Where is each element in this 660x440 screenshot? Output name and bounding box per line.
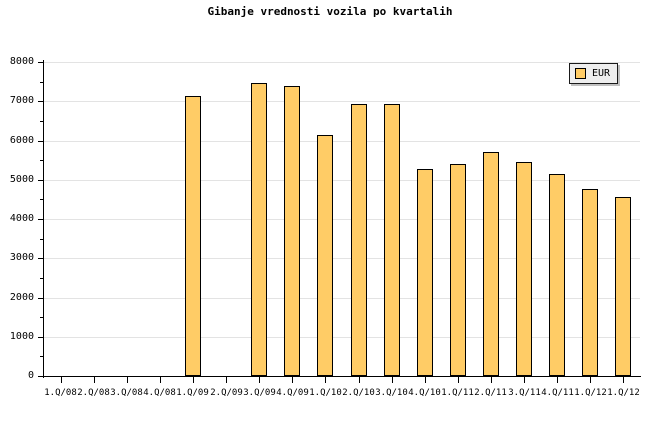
chart-title: Gibanje vrednosti vozila po kvartalih bbox=[207, 5, 453, 18]
x-axis-line bbox=[43, 376, 641, 377]
y-tick-major bbox=[38, 337, 44, 338]
y-tick-minor bbox=[40, 356, 44, 357]
y-tick-major bbox=[38, 298, 44, 299]
y-axis-label: 7000 bbox=[9, 95, 34, 106]
x-tick bbox=[325, 377, 326, 383]
y-tick-minor bbox=[40, 121, 44, 122]
x-tick bbox=[524, 377, 525, 383]
bar[interactable] bbox=[284, 86, 300, 376]
y-tick-minor bbox=[40, 82, 44, 83]
bar[interactable] bbox=[549, 174, 565, 376]
y-axis-label: 1000 bbox=[9, 331, 34, 342]
legend[interactable]: EUR bbox=[569, 63, 619, 84]
x-axis-label: 2.Q/08 bbox=[77, 388, 110, 398]
gridline bbox=[44, 337, 640, 338]
y-tick-major bbox=[38, 62, 44, 63]
x-axis-label: 1.Q/12 bbox=[574, 388, 607, 398]
bar[interactable] bbox=[417, 169, 433, 376]
y-tick-minor bbox=[40, 239, 44, 240]
y-tick-minor bbox=[40, 160, 44, 161]
x-tick bbox=[160, 377, 161, 383]
x-tick bbox=[226, 377, 227, 383]
x-axis-label: 1.Q/10 bbox=[309, 388, 342, 398]
gridline bbox=[44, 258, 640, 259]
bar[interactable] bbox=[450, 164, 466, 376]
x-tick bbox=[557, 377, 558, 383]
legend-label-eur: EUR bbox=[592, 68, 611, 79]
x-tick bbox=[623, 377, 624, 383]
x-axis-label: 3.Q/09 bbox=[243, 388, 276, 398]
bar[interactable] bbox=[185, 96, 201, 376]
y-tick-major bbox=[38, 258, 44, 259]
x-axis-label: 4.Q/09 bbox=[276, 388, 309, 398]
y-axis-label: 6000 bbox=[9, 135, 34, 146]
x-axis-label: 1.Q/11 bbox=[441, 388, 474, 398]
y-axis-label: 4000 bbox=[9, 213, 34, 224]
y-axis-label: 8000 bbox=[9, 56, 34, 67]
y-tick-major bbox=[38, 219, 44, 220]
x-tick bbox=[259, 377, 260, 383]
y-tick-major bbox=[38, 180, 44, 181]
x-axis-label: 2.Q/11 bbox=[474, 388, 507, 398]
x-axis-label: 2.Q/09 bbox=[210, 388, 243, 398]
gridline bbox=[44, 62, 640, 63]
x-axis-label: 4.Q/10 bbox=[408, 388, 441, 398]
bar[interactable] bbox=[384, 104, 400, 376]
y-axis-label: 3000 bbox=[9, 252, 34, 263]
y-tick-minor bbox=[40, 199, 44, 200]
x-tick bbox=[359, 377, 360, 383]
bar[interactable] bbox=[615, 197, 631, 376]
bar[interactable] bbox=[483, 152, 499, 376]
x-axis-label: 3.Q/11 bbox=[508, 388, 541, 398]
bar[interactable] bbox=[582, 189, 598, 376]
gridline bbox=[44, 219, 640, 220]
gridline bbox=[44, 141, 640, 142]
x-tick bbox=[61, 377, 62, 383]
x-tick bbox=[292, 377, 293, 383]
y-tick-minor bbox=[40, 317, 44, 318]
x-axis-label: 1.Q/12 bbox=[607, 388, 640, 398]
x-tick bbox=[392, 377, 393, 383]
bar[interactable] bbox=[317, 135, 333, 376]
x-tick bbox=[458, 377, 459, 383]
x-axis-label: 1.Q/09 bbox=[176, 388, 209, 398]
gridline bbox=[44, 101, 640, 102]
bar[interactable] bbox=[251, 83, 267, 376]
legend-swatch-eur bbox=[575, 68, 586, 79]
y-axis-label: 0 bbox=[27, 370, 34, 381]
x-axis-label: 2.Q/10 bbox=[342, 388, 375, 398]
x-axis-label: 1.Q/08 bbox=[44, 388, 77, 398]
x-tick bbox=[127, 377, 128, 383]
x-tick bbox=[491, 377, 492, 383]
y-axis-label: 2000 bbox=[9, 292, 34, 303]
gridline bbox=[44, 180, 640, 181]
x-axis-label: 4.Q/08 bbox=[143, 388, 176, 398]
x-axis-label: 3.Q/10 bbox=[375, 388, 408, 398]
x-axis-label: 4.Q/11 bbox=[541, 388, 574, 398]
y-tick-major bbox=[38, 376, 44, 377]
x-tick bbox=[193, 377, 194, 383]
gridline bbox=[44, 298, 640, 299]
y-axis-line bbox=[43, 60, 44, 378]
y-tick-major bbox=[38, 141, 44, 142]
y-tick-major bbox=[38, 101, 44, 102]
y-axis-label: 5000 bbox=[9, 174, 34, 185]
x-tick bbox=[590, 377, 591, 383]
x-axis-label: 3.Q/08 bbox=[110, 388, 143, 398]
bar[interactable] bbox=[516, 162, 532, 376]
x-tick bbox=[94, 377, 95, 383]
bar[interactable] bbox=[351, 104, 367, 376]
x-tick bbox=[425, 377, 426, 383]
y-tick-minor bbox=[40, 278, 44, 279]
